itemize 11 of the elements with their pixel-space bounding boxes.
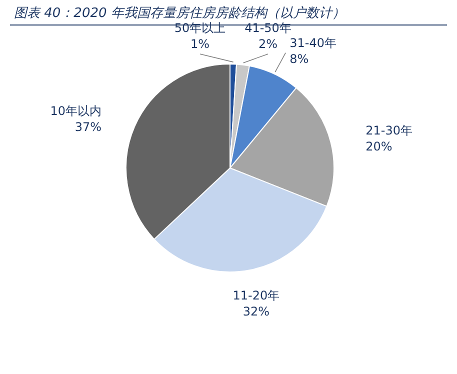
data-label: 8% xyxy=(290,52,309,66)
data-label: 2% xyxy=(258,37,278,51)
data-label: 32% xyxy=(242,304,270,319)
data-label: 20% xyxy=(366,140,392,154)
slice-label: 10年以内 xyxy=(50,104,102,118)
chart-title: 图表 40：2020 年我国存量房住房房龄结构（以户数计） xyxy=(14,5,345,21)
slice-label: 11-20年 xyxy=(232,288,280,303)
slice-label: 31-40年 xyxy=(290,36,336,50)
data-label: 37% xyxy=(74,120,102,134)
data-label: 1% xyxy=(190,37,210,51)
slice-label: 21-30年 xyxy=(366,124,412,138)
